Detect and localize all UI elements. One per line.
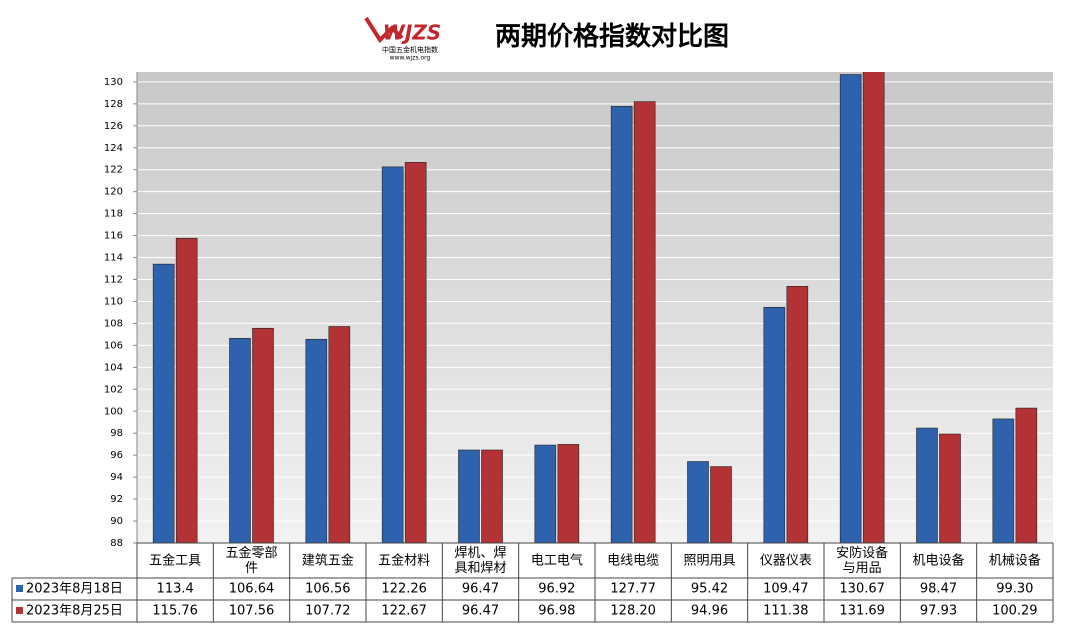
value-label: 96.92 <box>538 582 575 597</box>
value-label: 128.20 <box>610 604 656 619</box>
y-tick-label: 90 <box>110 516 123 527</box>
legend-label: 2023年8月18日 <box>26 582 123 597</box>
bar <box>328 326 351 543</box>
logo: WJZS 中国五金机电指数 www.wjzs.org <box>364 16 441 62</box>
bar <box>229 338 251 543</box>
bar <box>687 461 709 543</box>
bar <box>381 166 404 543</box>
x-tick-label: 建筑五金 <box>302 552 354 568</box>
value-label: 100.29 <box>992 604 1038 619</box>
x-tick-label: 五金零部件 <box>225 545 277 576</box>
bar <box>916 427 938 543</box>
bar <box>404 162 427 543</box>
legend-swatch <box>16 607 23 614</box>
value-label: 130.67 <box>839 582 885 597</box>
y-tick-label: 98 <box>110 428 123 439</box>
value-label: 127.77 <box>610 582 656 597</box>
bar <box>252 327 274 543</box>
value-label: 111.38 <box>763 604 809 619</box>
y-tick-label: 94 <box>110 472 123 483</box>
x-tick-label: 电线电缆 <box>607 552 659 568</box>
value-label: 113.4 <box>157 582 194 597</box>
x-tick-label: 仪器仪表 <box>760 553 812 568</box>
y-tick-label: 92 <box>110 494 123 505</box>
bar <box>458 449 480 543</box>
y-tick-label: 120 <box>104 187 123 198</box>
y-tick-label: 100 <box>104 406 123 417</box>
value-label: 115.76 <box>152 604 198 619</box>
value-label: 94.96 <box>691 604 728 619</box>
value-label: 106.56 <box>305 582 351 597</box>
bar <box>763 306 786 543</box>
logo-text: WJZS <box>383 21 441 45</box>
y-tick-label: 88 <box>110 538 123 549</box>
bar <box>557 444 580 543</box>
y-tick-label: 112 <box>104 275 123 286</box>
bar <box>1015 407 1038 543</box>
x-tick-label: 焊机、焊具和焊材 <box>454 545 506 576</box>
value-label: 109.47 <box>763 582 809 597</box>
bar <box>992 418 1015 543</box>
bar <box>481 449 503 543</box>
legend-label: 2023年8月25日 <box>26 604 123 619</box>
value-label: 122.67 <box>381 604 427 619</box>
value-label: 107.72 <box>305 604 351 619</box>
bar <box>633 101 656 543</box>
x-tick-label: 机电设备 <box>912 552 964 568</box>
value-label: 96.47 <box>462 582 499 597</box>
y-tick-label: 110 <box>104 296 123 307</box>
y-tick-label: 104 <box>104 362 123 373</box>
y-tick-label: 128 <box>104 99 123 110</box>
bar <box>610 106 633 543</box>
y-tick-label: 106 <box>104 340 123 351</box>
bar <box>862 72 885 543</box>
logo-url: www.wjzs.org <box>390 55 431 62</box>
value-label: 96.47 <box>462 604 499 619</box>
y-tick-label: 124 <box>104 143 123 154</box>
y-tick-label: 126 <box>104 121 123 132</box>
bars <box>152 72 1038 543</box>
y-tick-label: 102 <box>104 384 123 395</box>
y-tick-label: 118 <box>104 209 123 220</box>
plot-area <box>137 72 1053 543</box>
value-label: 106.64 <box>229 582 275 597</box>
value-label: 95.42 <box>691 582 728 597</box>
y-tick-label: 96 <box>110 450 123 461</box>
value-label: 131.69 <box>839 604 885 619</box>
value-label: 96.98 <box>538 604 575 619</box>
y-tick-label: 122 <box>104 165 123 176</box>
y-tick-label: 114 <box>104 253 123 264</box>
x-tick-label: 五金工具 <box>149 552 201 568</box>
bar <box>175 237 198 543</box>
y-tick-label: 130 <box>104 77 123 88</box>
value-label: 122.26 <box>381 582 427 597</box>
y-tick-label: 108 <box>104 318 123 329</box>
logo-arrow <box>364 16 404 44</box>
value-label: 107.56 <box>229 604 275 619</box>
bar <box>839 74 862 543</box>
value-label: 97.93 <box>920 604 957 619</box>
x-tick-label: 照明用具 <box>683 553 735 568</box>
logo-subtitle: 中国五金机电指数 <box>382 45 438 54</box>
bar <box>710 466 732 543</box>
chart-title: 两期价格指数对比图 <box>495 21 729 52</box>
legend-swatch <box>16 585 23 592</box>
bar <box>305 338 328 543</box>
value-label: 99.30 <box>996 582 1033 597</box>
bar <box>939 433 961 543</box>
x-tick-label: 电工电气 <box>531 552 583 568</box>
value-label: 98.47 <box>920 582 957 597</box>
bar <box>152 263 175 543</box>
y-tick-label: 116 <box>104 231 123 242</box>
bar <box>786 286 809 543</box>
x-tick-label: 五金材料 <box>378 552 430 568</box>
data-table: 五金工具 五金零部件 建筑五金 五金材料 焊机、焊具和焊材 电工电气 电线电缆 照明用具 仪器仪… <box>11 542 1054 623</box>
x-tick-label: 安防设备与用品 <box>836 545 888 576</box>
bar <box>534 444 557 543</box>
x-tick-label: 机械设备 <box>989 552 1041 568</box>
